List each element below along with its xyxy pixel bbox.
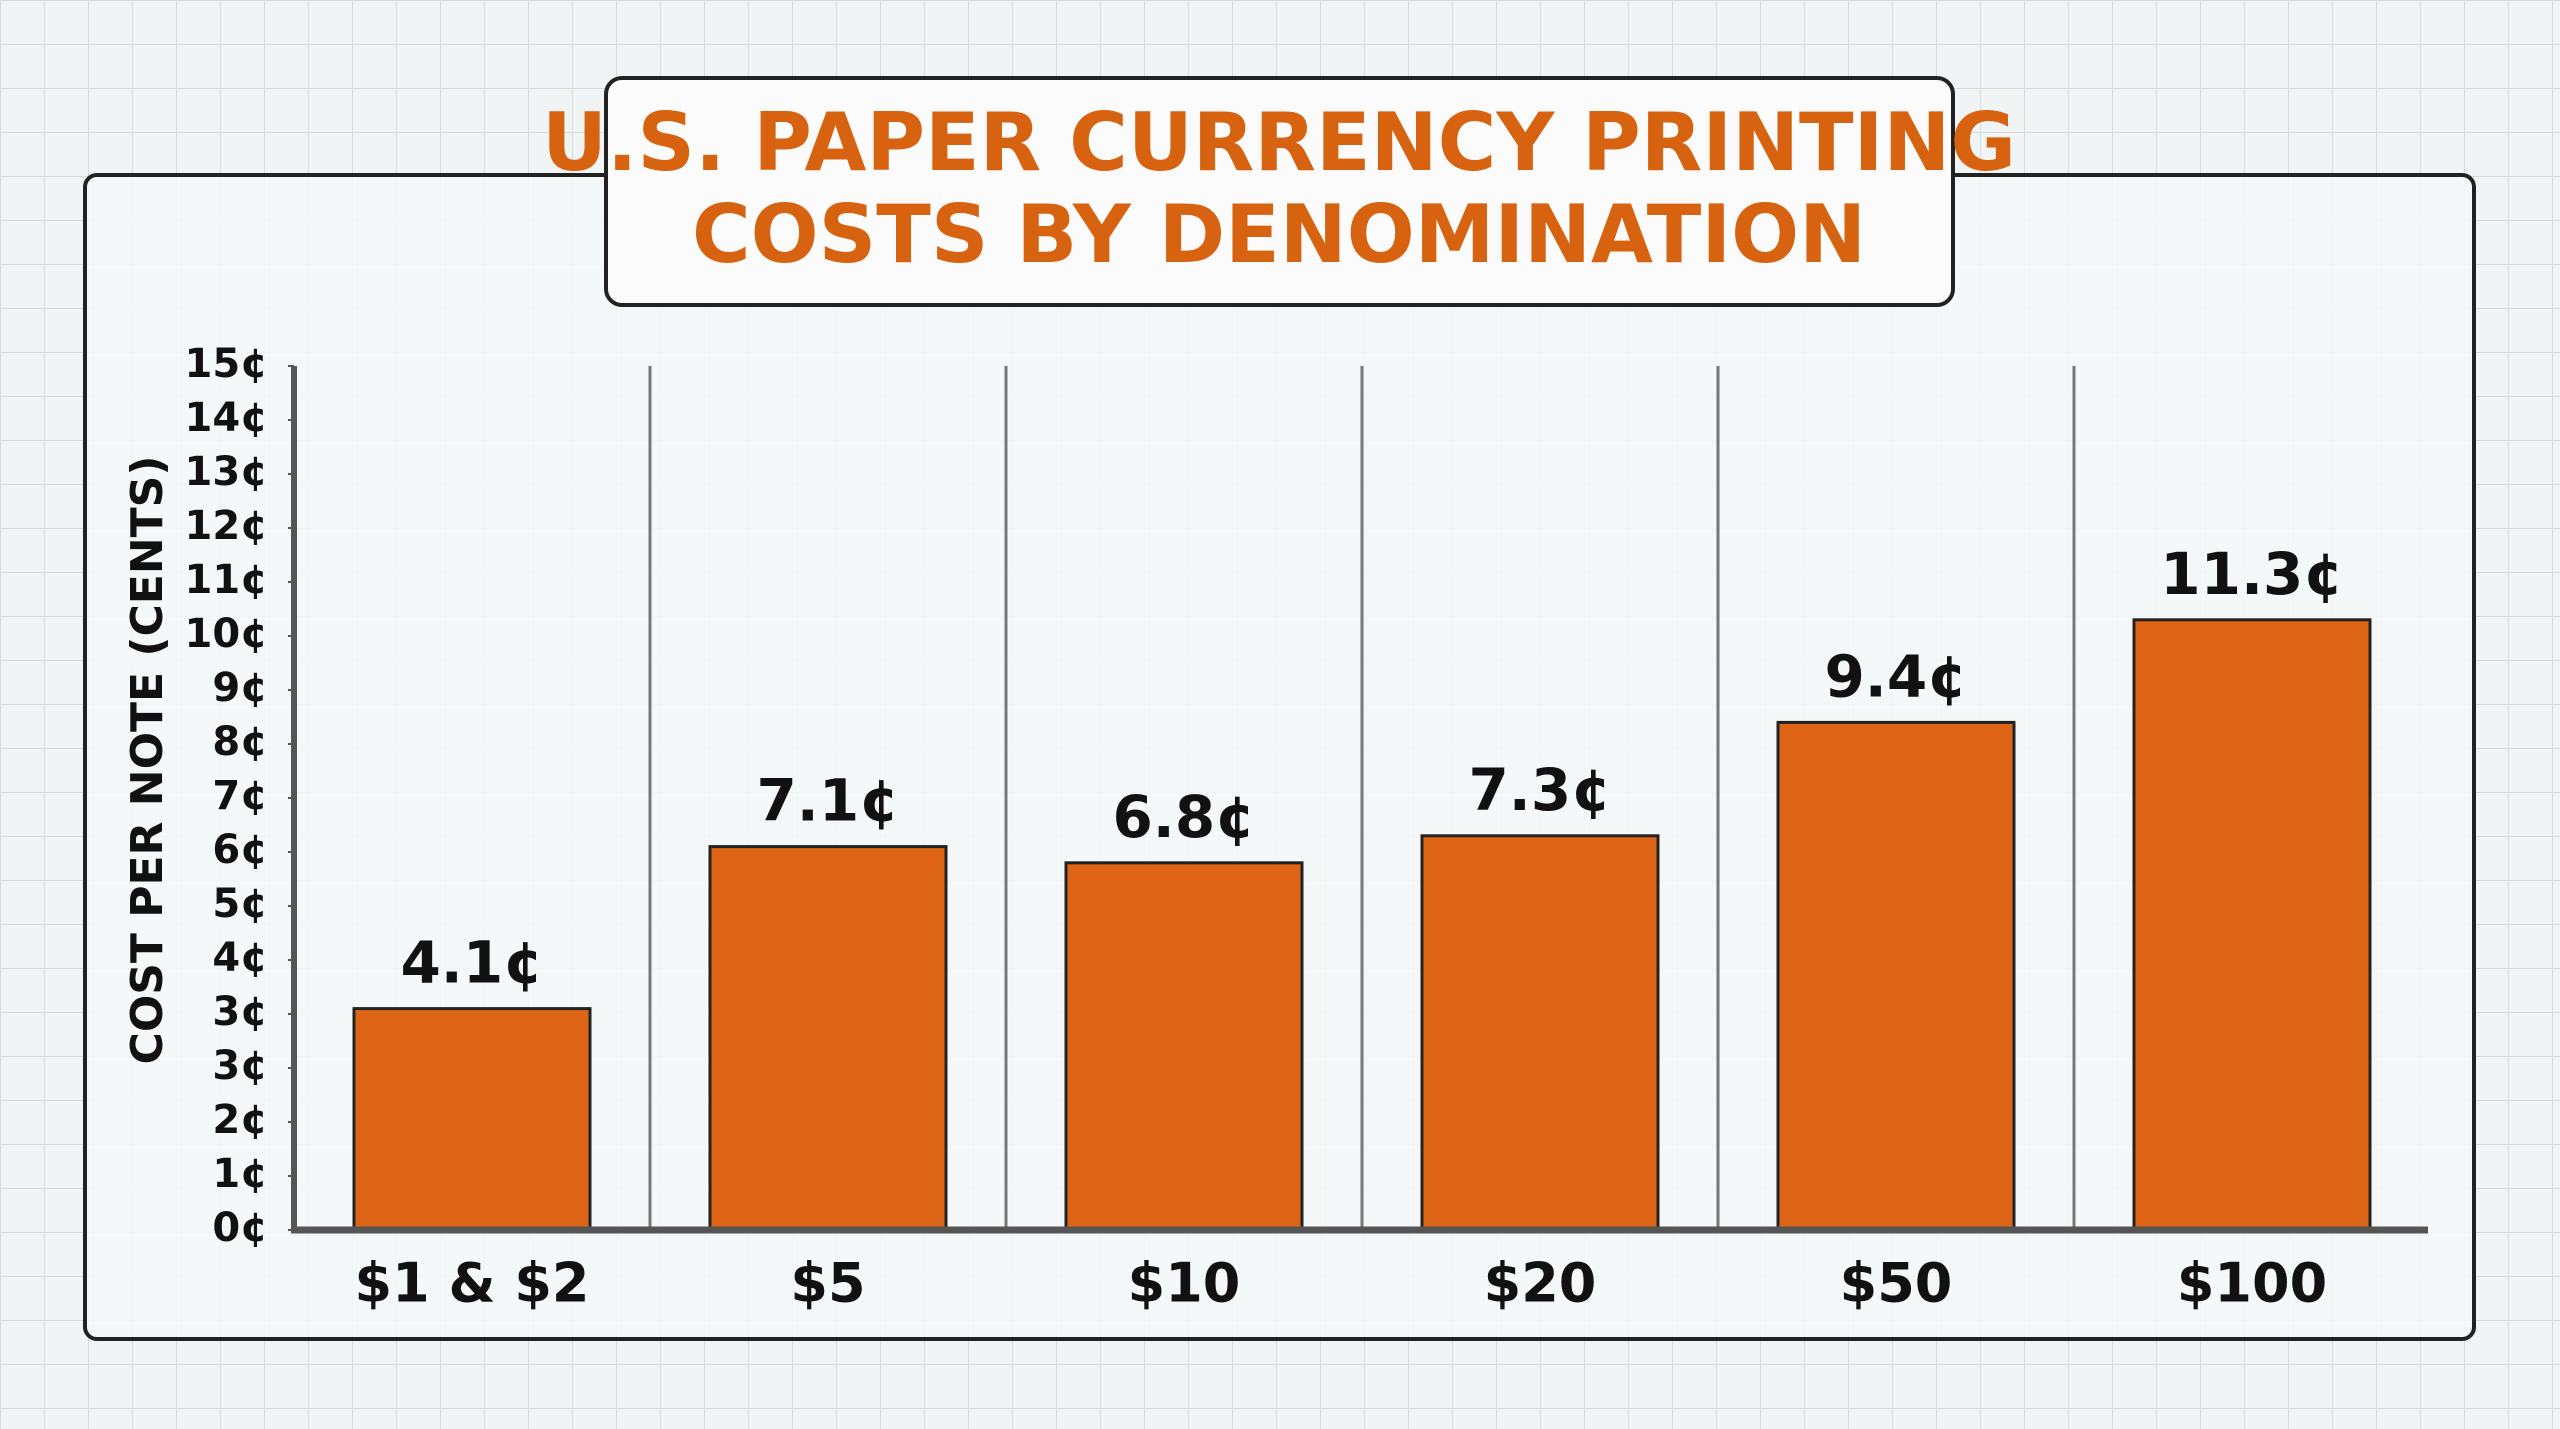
x-tick-label: $50 xyxy=(1840,1252,1953,1315)
bar xyxy=(1064,861,1304,1232)
value-label: 4.1¢ xyxy=(400,929,543,997)
y-tick-label: 4¢ xyxy=(212,935,268,981)
y-tick-label: 15¢ xyxy=(185,341,269,387)
y-tick-label: 3¢ xyxy=(212,1043,268,1089)
y-tick-label: 11¢ xyxy=(185,557,269,603)
y-axis-label: COST PER NOTE (CENTS) xyxy=(122,456,173,1065)
value-label: 9.4¢ xyxy=(1824,643,1967,711)
value-label: 11.3¢ xyxy=(2160,540,2343,608)
y-tick-label: 3¢ xyxy=(212,989,268,1035)
y-tick-label: 2¢ xyxy=(212,1097,268,1143)
x-tick-label: $20 xyxy=(1484,1252,1597,1315)
y-tick-label: 0¢ xyxy=(212,1205,268,1251)
value-label: 7.3¢ xyxy=(1468,756,1611,824)
x-tick-label: $5 xyxy=(790,1252,865,1315)
y-tick-label: 5¢ xyxy=(212,881,268,927)
chart-title: COSTS BY DENOMINATION xyxy=(692,188,1866,281)
x-tick-label: $100 xyxy=(2177,1252,2327,1315)
bar xyxy=(708,845,948,1232)
x-tick-label: $1 & $2 xyxy=(355,1252,590,1315)
y-tick-label: 13¢ xyxy=(185,449,269,495)
y-tick-label: 14¢ xyxy=(185,395,269,441)
y-tick-label: 1¢ xyxy=(212,1151,268,1197)
chart-title: U.S. PAPER CURRENCY PRINTING xyxy=(542,96,2016,189)
value-label: 6.8¢ xyxy=(1112,783,1255,851)
title-box xyxy=(604,76,1955,307)
bar xyxy=(1776,720,2016,1232)
bar xyxy=(1420,834,1660,1232)
bar xyxy=(352,1007,592,1232)
y-tick-label: 7¢ xyxy=(212,773,268,819)
y-tick-label: 8¢ xyxy=(212,719,268,765)
x-tick-label: $10 xyxy=(1128,1252,1241,1315)
y-tick-label: 12¢ xyxy=(185,503,269,549)
y-tick-label: 6¢ xyxy=(212,827,268,873)
value-label: 7.1¢ xyxy=(756,767,899,835)
bar xyxy=(2132,618,2372,1232)
y-tick-label: 9¢ xyxy=(212,665,268,711)
y-tick-label: 10¢ xyxy=(185,611,269,657)
